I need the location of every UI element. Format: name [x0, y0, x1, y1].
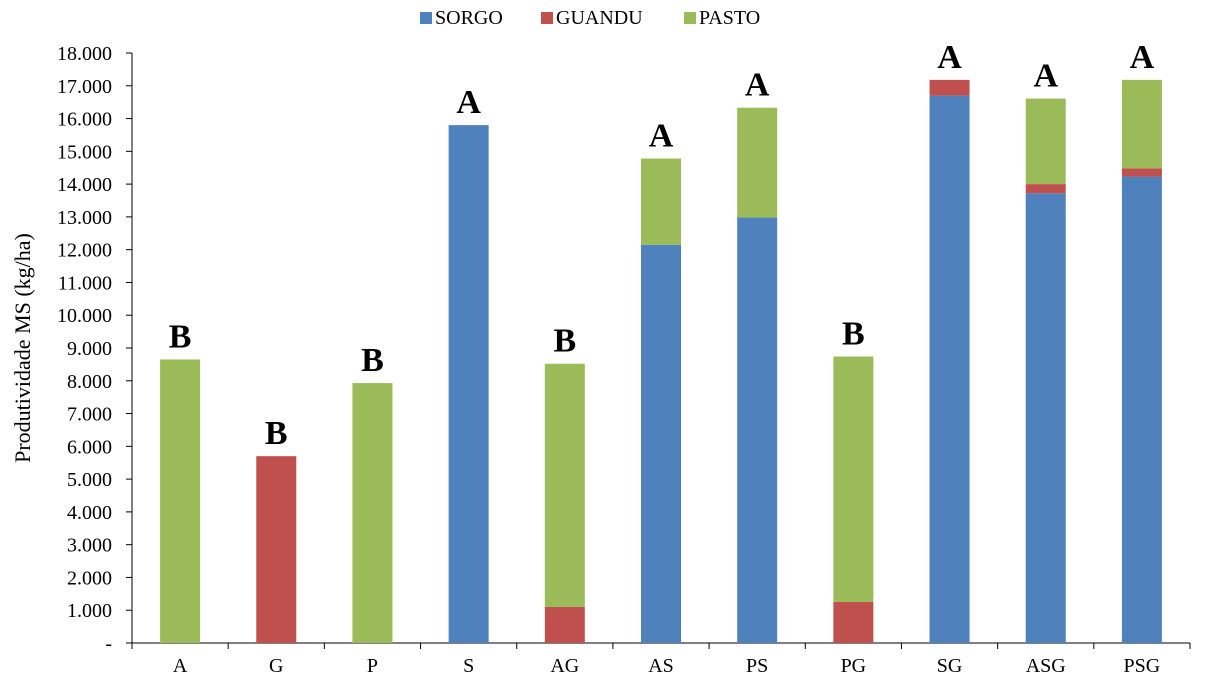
- bar-segment: [544, 363, 585, 607]
- y-axis-title: Produtividade MS (kg/ha): [10, 233, 35, 463]
- y-tick-label: 10.000: [57, 305, 112, 327]
- y-tick-label: 11.000: [58, 272, 112, 294]
- bars: [160, 79, 1162, 644]
- y-tick-label: 16.000: [57, 109, 112, 131]
- significance-label: A: [1033, 58, 1058, 95]
- y-tick-label: 15.000: [57, 141, 112, 163]
- bar-segment: [737, 217, 778, 644]
- y-tick-label: 4.000: [67, 502, 112, 524]
- y-tick-label: 14.000: [57, 174, 112, 196]
- legend-label: GUANDU: [556, 7, 643, 29]
- bar-segment: [1121, 176, 1162, 644]
- bar-segment: [1121, 79, 1162, 169]
- bar-segment: [352, 383, 393, 643]
- y-tick-label: 12.000: [57, 240, 112, 262]
- bar-segment: [160, 359, 201, 643]
- significance-label: B: [169, 318, 192, 355]
- y-axis: - 1.000 2.000 3.000 4.000 5.000 6.000 7.000 8.00…: [57, 43, 133, 655]
- significance-labels: B B B A B A A B A A A: [169, 39, 1155, 452]
- y-tick-label: 3.000: [67, 535, 112, 557]
- x-tick-label: PG: [841, 655, 867, 677]
- bar-segment: [929, 95, 970, 644]
- significance-label: B: [361, 342, 384, 379]
- y-tick-label: 9.000: [67, 338, 112, 360]
- y-tick-label: -: [105, 633, 112, 655]
- significance-label: A: [1130, 39, 1155, 76]
- bar-segment: [929, 79, 970, 96]
- y-tick-label: 1.000: [67, 600, 112, 622]
- legend-swatch: [420, 12, 432, 24]
- significance-label: A: [937, 39, 962, 76]
- legend-label: PASTO: [699, 7, 760, 29]
- significance-label: B: [842, 316, 865, 353]
- significance-label: A: [649, 118, 674, 155]
- y-tick-label: 6.000: [67, 436, 112, 458]
- bar-segment: [1025, 193, 1066, 644]
- x-tick-label: PS: [746, 655, 768, 677]
- y-tick-label: 2.000: [67, 567, 112, 589]
- y-tick-label: 18.000: [57, 43, 112, 65]
- bar-segment: [448, 125, 489, 644]
- x-tick-label: SG: [937, 655, 963, 677]
- bar-segment: [833, 356, 874, 603]
- x-tick-label: AS: [648, 655, 674, 677]
- bar-segment: [544, 606, 585, 643]
- bar-segment: [641, 158, 681, 245]
- legend-label: SORGO: [435, 7, 503, 29]
- y-tick-label: 5.000: [67, 469, 112, 491]
- significance-label: B: [265, 415, 288, 452]
- x-axis: A G P S AG AS PS PG SG ASG PSG: [131, 642, 1191, 677]
- x-tick-label: S: [463, 655, 474, 677]
- bar-segment: [737, 107, 778, 218]
- legend-swatch: [541, 12, 553, 24]
- bar-segment: [641, 244, 681, 643]
- bar-segment: [1121, 168, 1162, 177]
- significance-label: A: [456, 84, 481, 121]
- significance-label: B: [553, 323, 576, 360]
- x-tick-label: ASG: [1026, 655, 1066, 677]
- x-tick-label: PSG: [1124, 655, 1161, 677]
- bar-segment: [1025, 184, 1066, 194]
- legend-swatch: [684, 12, 696, 24]
- y-tick-label: 17.000: [57, 76, 112, 98]
- significance-label: A: [745, 67, 770, 104]
- bar-segment: [256, 456, 297, 643]
- x-tick-label: A: [173, 655, 188, 677]
- bar-segment: [1025, 98, 1066, 185]
- y-tick-label: 8.000: [67, 371, 112, 393]
- y-tick-label: 13.000: [57, 207, 112, 229]
- legend: SORGO GUANDU PASTO: [420, 7, 760, 29]
- x-tick-label: P: [367, 655, 378, 677]
- x-tick-label: AG: [550, 655, 579, 677]
- y-tick-label: 7.000: [67, 404, 112, 426]
- bar-segment: [833, 602, 874, 643]
- x-tick-label: G: [269, 655, 283, 677]
